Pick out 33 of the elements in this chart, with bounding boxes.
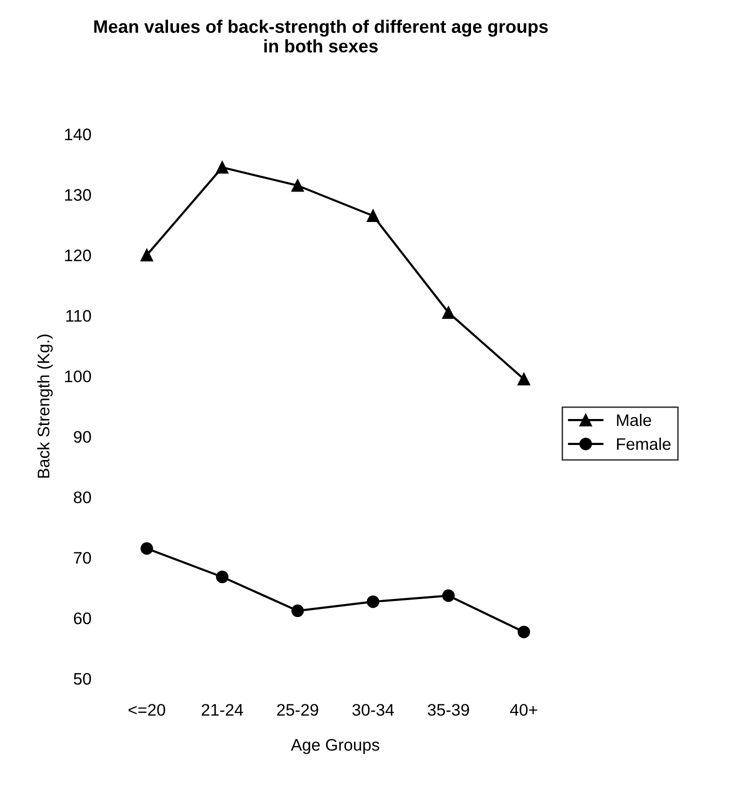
y-axis-title: Back Strength (Kg.): [37, 334, 53, 478]
point: [140, 248, 154, 262]
y-tick-label: 130: [65, 189, 91, 201]
point: [216, 570, 228, 584]
point: [442, 306, 455, 319]
chart-title: Mean values of back-strength of different age groups in both sexes: [94, 20, 548, 53]
point: [291, 179, 304, 192]
y-tick-label: 60: [74, 612, 91, 624]
x-axis-title: Age Groups: [290, 738, 380, 754]
y-tick-label: 140: [65, 128, 91, 140]
x-tick-label: 21-24: [202, 704, 244, 716]
y-tick-label: 110: [66, 310, 91, 322]
x-tick-label: <=20: [128, 704, 166, 716]
point: [366, 210, 380, 222]
x-tick-label: 40+: [510, 704, 538, 716]
point: [518, 372, 530, 386]
y-tick-label: 120: [65, 250, 91, 262]
point: [216, 161, 228, 174]
y-tick-label: 50: [74, 672, 91, 685]
y-tick-label: 100: [65, 370, 91, 382]
legend-label: Male: [617, 414, 652, 426]
point: [366, 595, 380, 608]
point: [442, 589, 455, 602]
y-tick-label: 80: [74, 491, 91, 504]
y-tick-label: 70: [74, 552, 91, 564]
x-tick-label: 25-29: [277, 704, 318, 716]
y-tick-label: 90: [74, 430, 91, 443]
point: [291, 604, 304, 618]
x-tick-label: 35-39: [428, 704, 469, 716]
x-tick-label: 30-34: [352, 704, 394, 716]
legend-label: Female: [617, 438, 671, 450]
point: [140, 542, 154, 555]
point: [518, 626, 530, 638]
